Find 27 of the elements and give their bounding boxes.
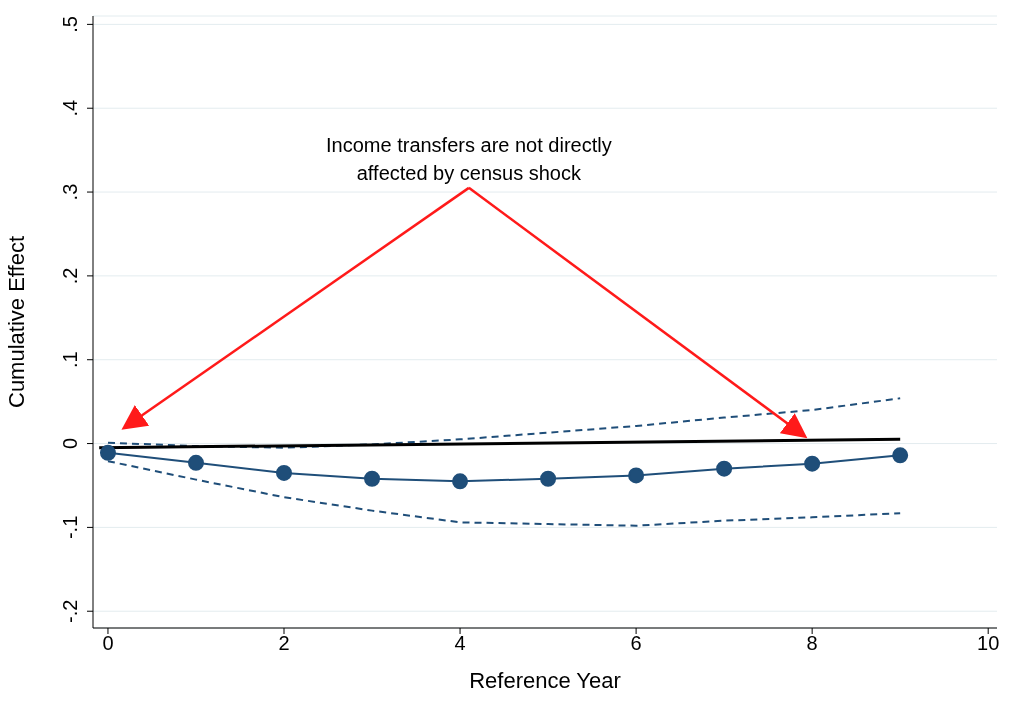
x-tick-label: 0	[102, 632, 114, 655]
point	[276, 464, 293, 481]
y-tick-label: .5	[59, 16, 81, 33]
y-tick-label: .3	[59, 183, 81, 201]
point	[804, 455, 821, 472]
y-axis-title: Cumulative Effect	[3, 235, 29, 409]
point	[716, 460, 733, 477]
y-tick-label: -.1	[59, 515, 81, 540]
x-tick-label: 10	[977, 632, 1000, 655]
point	[187, 454, 204, 471]
x-axis-title: Reference Year	[469, 668, 621, 693]
point	[364, 470, 381, 487]
x-tick-label: 6	[630, 632, 642, 655]
y-tick-label: .2	[59, 267, 81, 285]
point	[540, 470, 557, 487]
y-tick-label: .4	[59, 99, 81, 117]
x-tick-label: 4	[454, 632, 466, 655]
point	[892, 447, 909, 464]
y-tick-label: -.2	[59, 599, 81, 623]
x-tick-label: 8	[806, 632, 818, 655]
point	[99, 444, 116, 461]
point	[628, 467, 645, 484]
annotation: Income transfers are not directly affected by census shock	[326, 133, 612, 184]
y-tick-label: .1	[59, 351, 81, 369]
x-tick-label: 2	[278, 632, 290, 655]
y-tick-label: 0	[59, 438, 81, 450]
point	[452, 473, 469, 490]
